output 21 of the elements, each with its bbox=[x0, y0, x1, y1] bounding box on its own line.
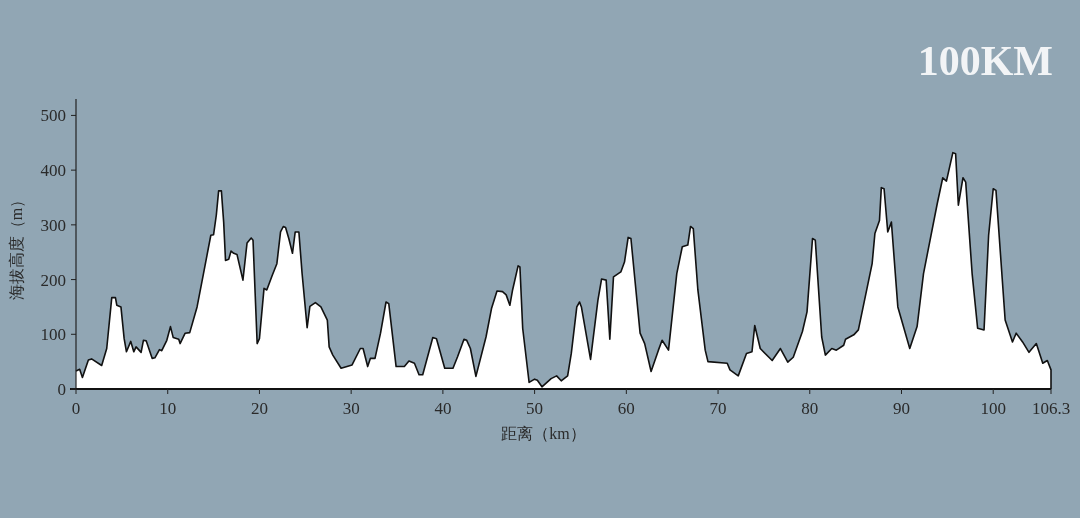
x-tick-label: 20 bbox=[250, 399, 268, 418]
x-tick-label: 40 bbox=[434, 399, 452, 418]
x-tick-label: 106.3 bbox=[1031, 399, 1071, 418]
y-axis-title: 海拔高度（m） bbox=[8, 191, 25, 301]
y-tick-label: 100 bbox=[40, 325, 66, 345]
y-tick-label: 400 bbox=[40, 161, 66, 181]
x-tick-label: 100 bbox=[980, 399, 1006, 418]
x-tick-label: 30 bbox=[342, 399, 360, 418]
x-tick-label: 50 bbox=[526, 399, 544, 418]
x-tick-label: 80 bbox=[801, 399, 819, 418]
x-tick-label: 0 bbox=[71, 399, 81, 418]
x-axis-title: 距离（km） bbox=[501, 425, 586, 442]
x-tick-label: 90 bbox=[892, 399, 910, 418]
x-tick-label: 60 bbox=[617, 399, 635, 418]
y-tick-label: 0 bbox=[57, 380, 66, 399]
y-tick-label: 200 bbox=[40, 270, 66, 290]
y-tick-label: 300 bbox=[40, 215, 66, 235]
x-tick-label: 70 bbox=[709, 399, 727, 418]
chart-title: 100KM bbox=[917, 38, 1053, 84]
y-tick-label: 500 bbox=[40, 106, 66, 126]
x-tick-label: 10 bbox=[159, 399, 177, 418]
